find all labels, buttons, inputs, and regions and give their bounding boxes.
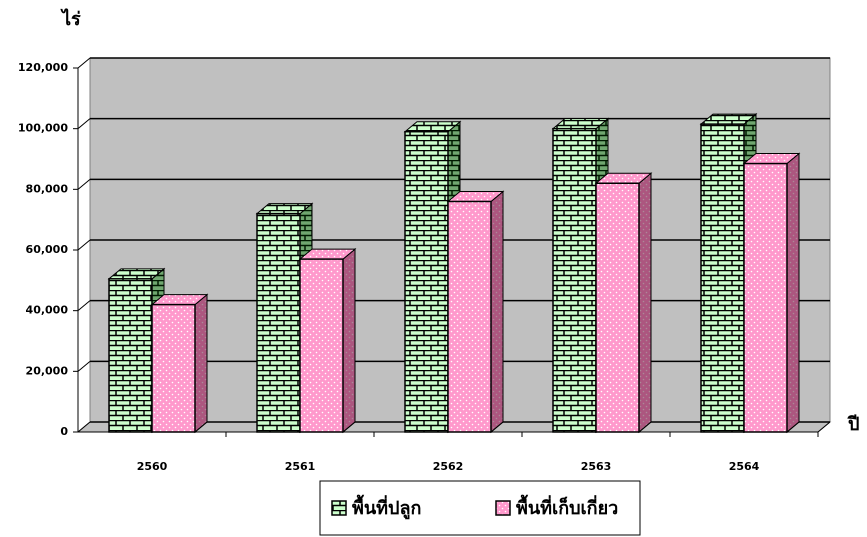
bar-side-shade <box>342 248 356 434</box>
bar <box>700 123 745 433</box>
x-tick-label: 2564 <box>729 460 760 473</box>
y-tick-label: 120,000 <box>18 61 68 74</box>
bar <box>595 182 640 433</box>
x-tick-label: 2563 <box>581 460 612 473</box>
x-tick-label: 2560 <box>137 460 168 473</box>
grid-line-side <box>77 178 91 190</box>
x-axis-label: ปี <box>847 414 860 435</box>
y-tick-label: 40,000 <box>26 304 69 317</box>
y-axis-label: ไร่ <box>60 8 81 30</box>
bar <box>552 127 597 433</box>
grid-line-side <box>77 57 91 69</box>
bar <box>404 130 449 433</box>
grid-line-side <box>77 421 91 433</box>
bar <box>743 162 788 433</box>
bar <box>447 200 492 433</box>
legend-box <box>319 480 641 536</box>
bar-side-shade <box>490 190 504 434</box>
bar <box>151 303 196 433</box>
y-tick-label: 100,000 <box>18 122 68 135</box>
grid-line-side <box>77 300 91 312</box>
x-axis-edge <box>817 421 831 433</box>
y-tick-label: 20,000 <box>26 364 69 377</box>
y-tick-label: 80,000 <box>26 182 69 195</box>
bar-side-shade <box>638 172 652 434</box>
x-tick-label: 2562 <box>433 460 464 473</box>
legend-label: พื้นที่ปลูก <box>352 494 421 520</box>
bar <box>256 212 301 433</box>
bar <box>299 258 344 433</box>
y-tick-label: 60,000 <box>26 243 69 256</box>
bar-side-shade <box>786 152 800 434</box>
legend-swatch <box>331 500 347 516</box>
grid-line-side <box>77 360 91 372</box>
legend-swatch <box>495 500 511 516</box>
legend-label: พื้นที่เก็บเกี่ยว <box>516 494 618 519</box>
grid-line-side <box>77 239 91 251</box>
grid-line-side <box>77 118 91 130</box>
bar-side-shade <box>194 293 208 434</box>
bar <box>108 278 153 433</box>
x-tick-label: 2561 <box>285 460 316 473</box>
y-tick-label: 0 <box>60 425 68 438</box>
